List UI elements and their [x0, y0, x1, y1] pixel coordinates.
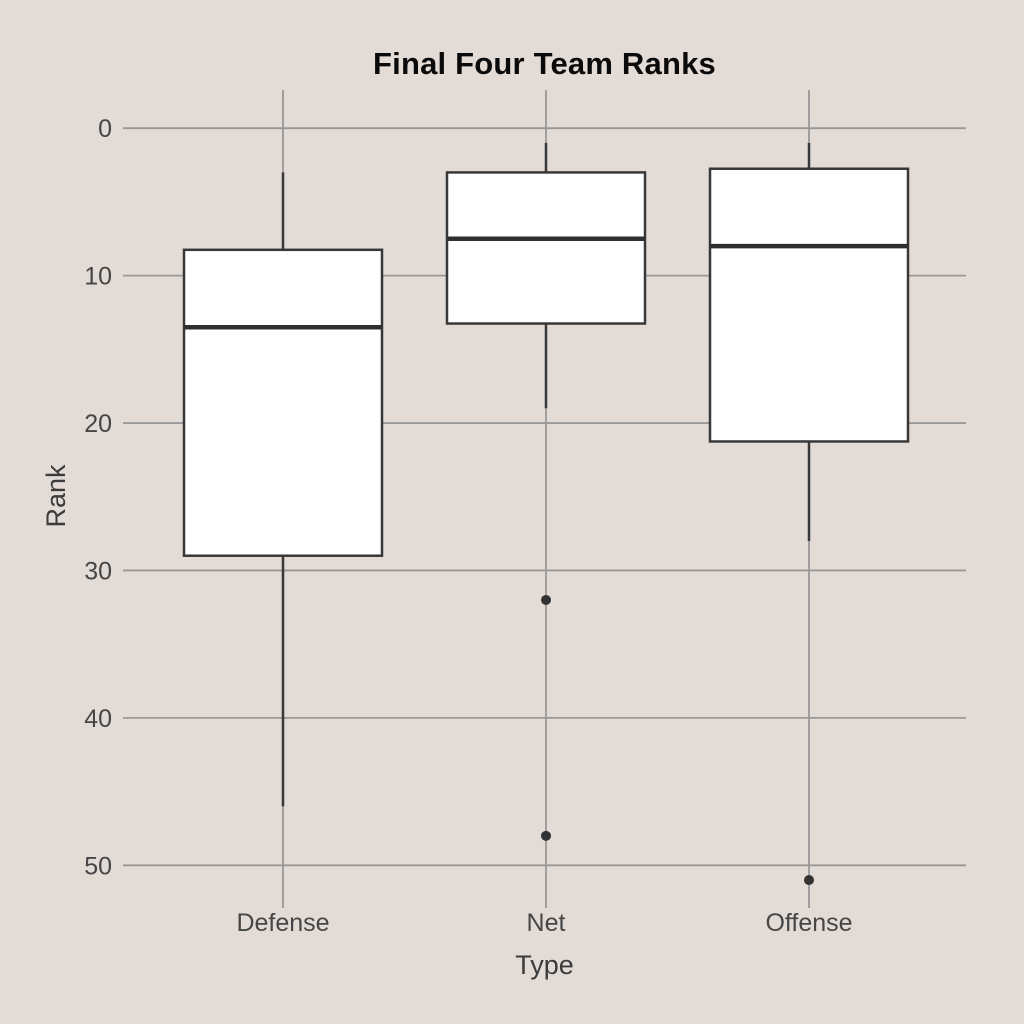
y-tick-label-40: 40 [84, 705, 112, 733]
x-tick-label-net: Net [527, 909, 566, 937]
outlier-point-net-32 [541, 594, 551, 605]
box-offense [708, 167, 910, 443]
box-defense [182, 248, 384, 557]
outlier-point-offense-51 [804, 875, 814, 886]
y-tick-label-10: 10 [84, 263, 112, 291]
y-tick-label-0: 0 [98, 115, 112, 143]
outlier-point-net-48 [541, 830, 551, 841]
x-axis-title: Type [515, 950, 574, 980]
x-tick-label-defense: Defense [236, 909, 329, 937]
y-tick-label-30: 30 [84, 557, 112, 585]
y-tick-label-20: 20 [84, 410, 112, 438]
box-net [445, 171, 647, 325]
x-tick-label-offense: Offense [765, 909, 852, 937]
y-tick-label-50: 50 [84, 852, 112, 880]
chart-title: Final Four Team Ranks [373, 46, 716, 81]
